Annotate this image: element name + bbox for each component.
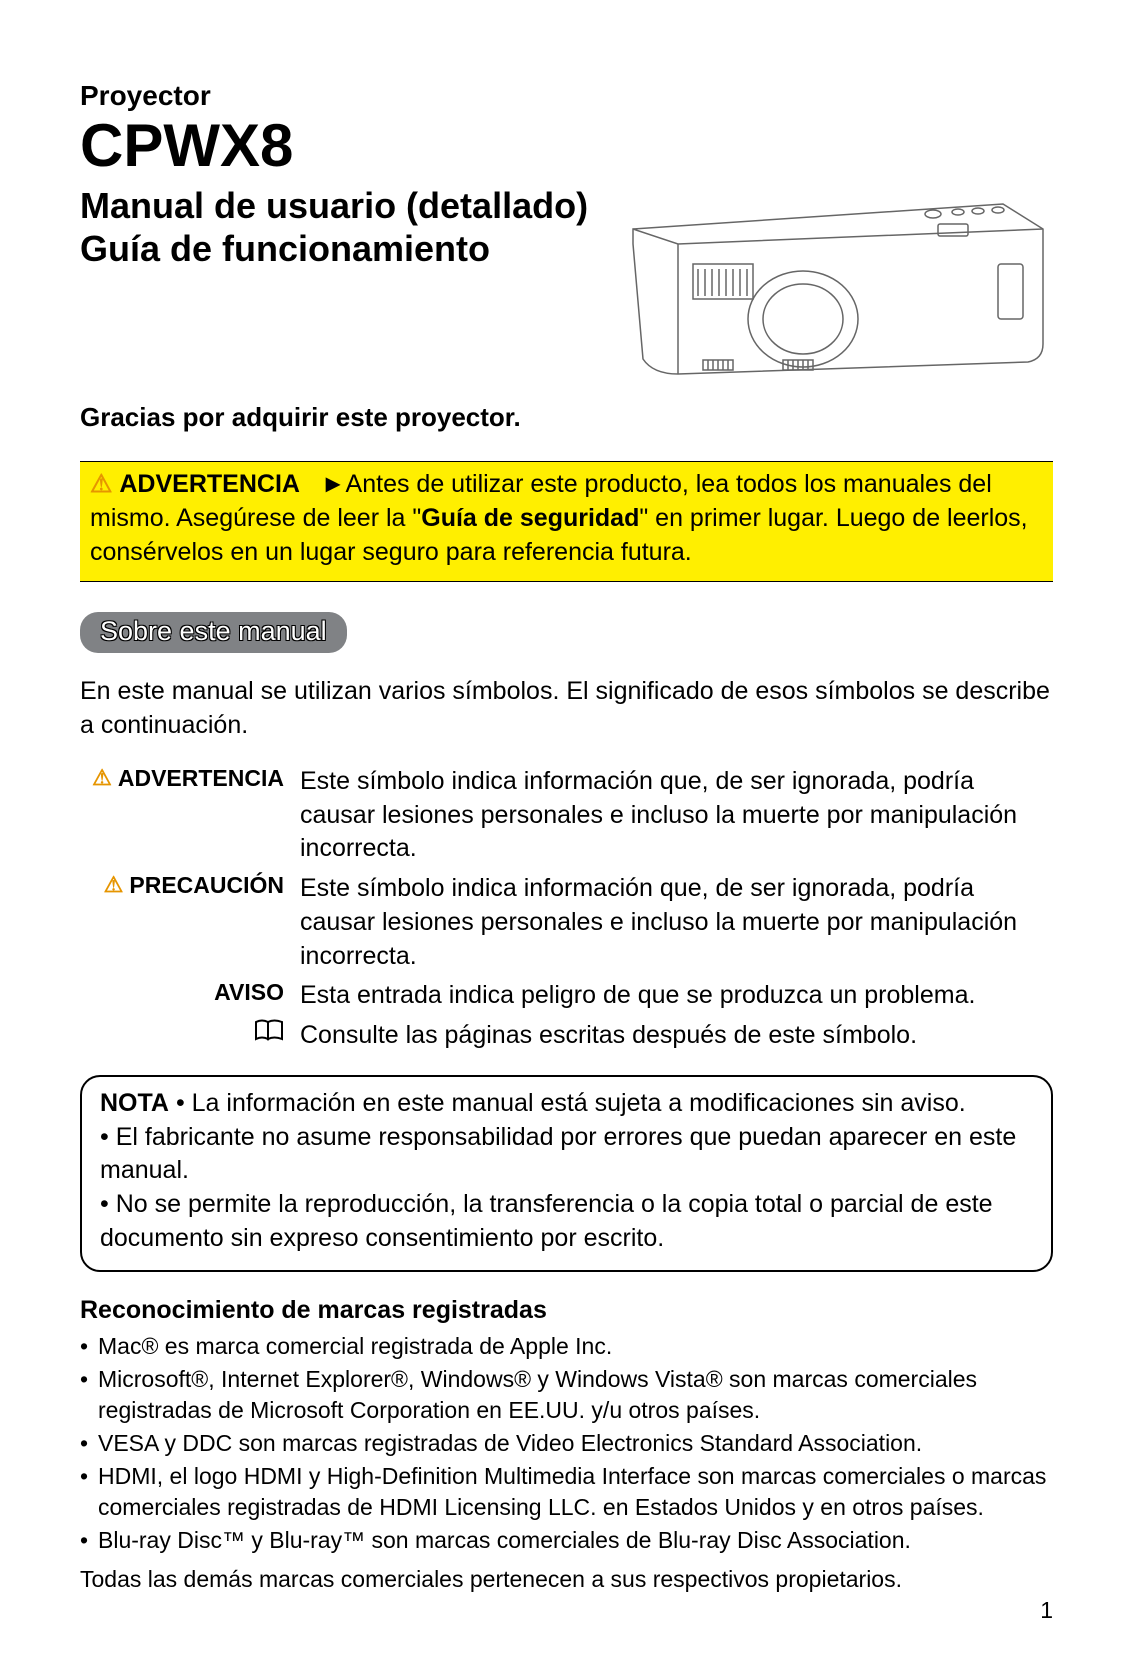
bullet-icon: • [80,1331,98,1362]
note-item: • No se permite la reproducción, la tran… [100,1190,993,1252]
symbol-label: ⚠ PRECAUCIÓN [80,872,300,899]
symbol-row: ⚠ ADVERTENCIA Este símbolo indica inform… [80,765,1053,866]
warning-arrow: ► [321,470,346,498]
subtitle-line2: Guía de funcionamiento [80,227,588,270]
symbol-desc: Esta entrada indica peligro de que se pr… [300,979,1053,1013]
pretitle: Proyector [80,80,1053,112]
trademark-footer: Todas las demás marcas comerciales perte… [80,1566,1053,1593]
header: Proyector CPWX8 Manual de usuario (detal… [80,80,1053,384]
trademark-title: Reconocimiento de marcas registradas [80,1296,1053,1325]
trademark-item: • HDMI, el logo HDMI y High-Definition M… [80,1461,1053,1523]
note-label: NOTA [100,1089,169,1117]
warning-text-bold: Guía de seguridad [421,504,639,532]
warning-triangle-icon: ⚠ [104,872,124,898]
bullet-icon: • [80,1525,98,1556]
note-box: NOTA • La información en este manual est… [80,1075,1053,1272]
model-name: CPWX8 [80,116,1053,176]
warning-triangle-icon: ⚠ [90,470,112,498]
symbol-label: ⚠ ADVERTENCIA [80,765,300,792]
symbol-desc: Este símbolo indica información que, de … [300,765,1053,866]
subtitle-row: Manual de usuario (detallado) Guía de fu… [80,184,1053,384]
trademark-text: HDMI, el logo HDMI y High-Definition Mul… [98,1461,1053,1523]
intro-text: En este manual se utilizan varios símbol… [80,675,1053,743]
warning-triangle-icon: ⚠ [92,765,112,791]
symbol-desc: Este símbolo indica información que, de … [300,872,1053,973]
bullet-icon: • [80,1364,98,1426]
warning-label: ADVERTENCIA [119,470,300,498]
section-pill: Sobre este manual [80,612,347,653]
note-item: • El fabricante no asume responsabilidad… [100,1123,1016,1185]
symbol-row: AVISO Esta entrada indica peligro de que… [80,979,1053,1013]
trademark-text: Blu-ray Disc™ y Blu-ray™ son marcas come… [98,1525,1053,1556]
symbol-label: AVISO [80,979,300,1006]
subtitle-line1: Manual de usuario (detallado) [80,184,588,227]
trademark-item: • Mac® es marca comercial registrada de … [80,1331,1053,1362]
symbol-label-text: ADVERTENCIA [118,765,284,792]
page-number: 1 [80,1597,1053,1624]
symbol-desc: Consulte las páginas escritas después de… [300,1019,1053,1053]
trademark-item: • Microsoft®, Internet Explorer®, Window… [80,1364,1053,1426]
trademark-list: • Mac® es marca comercial registrada de … [80,1331,1053,1556]
projector-illustration [603,174,1063,384]
symbol-label-text: PRECAUCIÓN [129,872,284,899]
bullet-icon: • [80,1428,98,1459]
page-container: Proyector CPWX8 Manual de usuario (detal… [0,0,1133,1664]
symbol-row: Consulte las páginas escritas después de… [80,1019,1053,1053]
symbol-table: ⚠ ADVERTENCIA Este símbolo indica inform… [80,765,1053,1053]
warning-box: ⚠ ADVERTENCIA ►Antes de utilizar este pr… [80,461,1053,582]
symbol-label [80,1019,300,1041]
note-item: • La información en este manual está suj… [176,1089,966,1117]
trademark-text: Microsoft®, Internet Explorer®, Windows®… [98,1364,1053,1426]
trademark-text: Mac® es marca comercial registrada de Ap… [98,1331,1053,1362]
subtitle-block: Manual de usuario (detallado) Guía de fu… [80,184,588,270]
thanks-line: Gracias por adquirir este proyector. [80,402,1053,433]
trademark-text: VESA y DDC son marcas registradas de Vid… [98,1428,1053,1459]
symbol-row: ⚠ PRECAUCIÓN Este símbolo indica informa… [80,872,1053,973]
book-icon [254,1019,284,1041]
trademark-item: • VESA y DDC son marcas registradas de V… [80,1428,1053,1459]
symbol-label-text: AVISO [214,979,284,1006]
trademark-item: • Blu-ray Disc™ y Blu-ray™ son marcas co… [80,1525,1053,1556]
bullet-icon: • [80,1461,98,1523]
